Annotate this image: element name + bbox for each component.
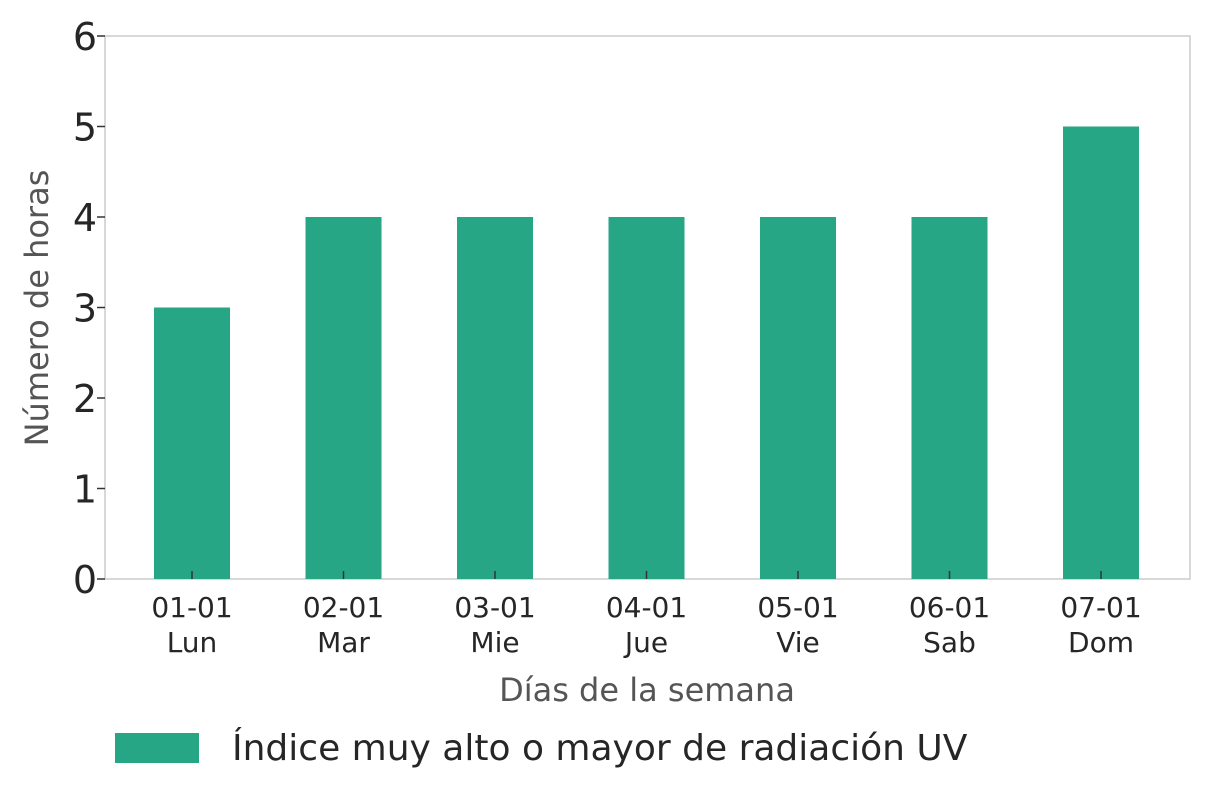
y-tick-label: 1 <box>73 468 97 512</box>
x-tick-label: 01-01 Lun <box>151 591 232 659</box>
y-axis-ticks: 0 1 2 3 4 5 6 <box>73 15 105 602</box>
y-axis-title: Número de horas <box>18 170 56 447</box>
bar-chart: 0 1 2 3 4 5 6 01-01 Lun 02-01 Mar 03-01 Mie 04-01 Jue… <box>18 15 1191 709</box>
bars <box>154 126 1139 579</box>
bar <box>760 217 836 579</box>
legend: Índice muy alto o mayor de radiación UV <box>115 720 967 776</box>
bar <box>457 217 533 579</box>
x-tick-label: 05-01 Vie <box>757 591 838 659</box>
y-tick-label: 0 <box>73 558 97 602</box>
x-tick-label: 06-01 Sab <box>909 591 990 659</box>
y-tick-label: 5 <box>73 106 97 150</box>
legend-swatch <box>115 733 199 763</box>
x-tick-label: 04-01 Jue <box>606 591 687 659</box>
y-tick-label: 4 <box>73 196 97 240</box>
x-tick-label: 02-01 Mar <box>303 591 384 659</box>
legend-label: Índice muy alto o mayor de radiación UV <box>232 727 968 769</box>
x-tick-label: 03-01 Mie <box>454 591 535 659</box>
y-tick-label: 2 <box>73 377 97 421</box>
bar <box>1063 126 1139 579</box>
x-axis-title: Días de la semana <box>499 671 795 709</box>
bar <box>608 217 685 579</box>
y-tick-label: 3 <box>73 287 97 331</box>
x-tick-label: 07-01 Dom <box>1060 591 1141 659</box>
bar <box>154 307 230 579</box>
y-tick-label: 6 <box>73 15 97 59</box>
bar <box>305 217 382 579</box>
x-axis-ticks: 01-01 Lun 02-01 Mar 03-01 Mie 04-01 Jue 05-01 Vie… <box>151 571 1142 659</box>
bar <box>911 217 988 579</box>
